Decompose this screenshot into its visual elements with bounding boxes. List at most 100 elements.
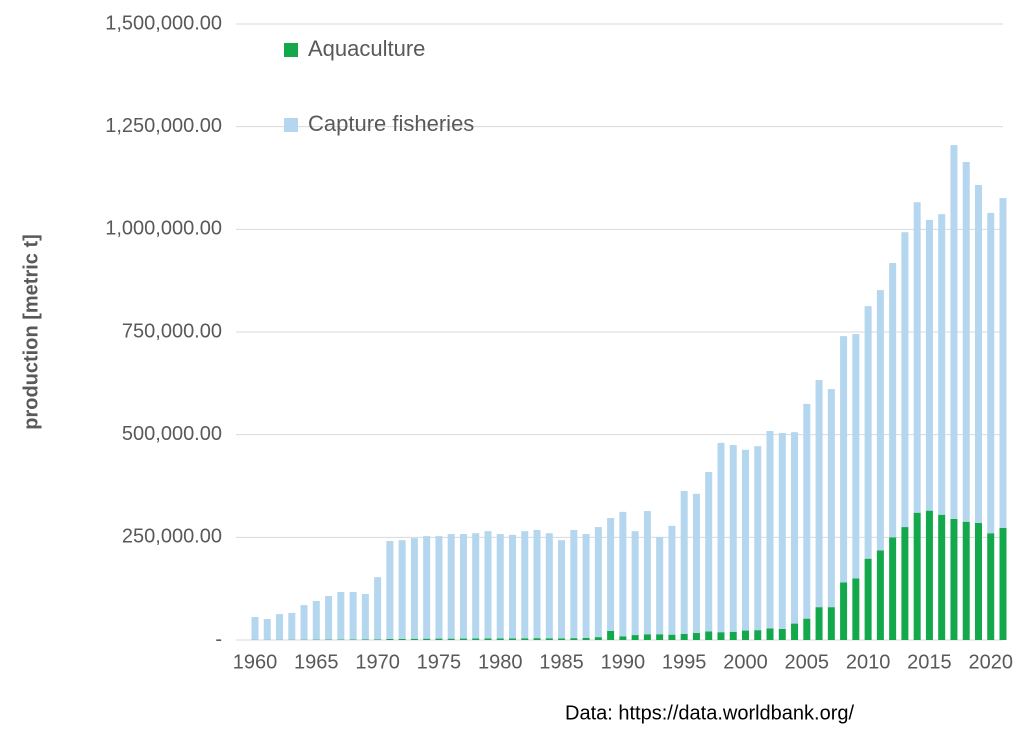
bar-segment <box>827 389 835 608</box>
bar-segment <box>852 334 860 579</box>
bar-segment <box>619 636 627 640</box>
y-tick-label: 250,000.00 <box>122 526 222 548</box>
bar-segment <box>398 540 406 639</box>
bar-segment <box>643 511 651 635</box>
y-tick-label: 1,000,000.00 <box>105 218 222 240</box>
x-tick-label: 2000 <box>723 651 768 673</box>
bar-segment <box>472 638 480 640</box>
bar-segment <box>840 336 848 583</box>
bar-segment <box>827 607 835 640</box>
x-tick-label: 1980 <box>478 651 523 673</box>
bar-segment <box>558 540 566 639</box>
bar-segment <box>607 518 615 631</box>
bar-segment <box>533 638 541 640</box>
bar-segment <box>913 512 921 640</box>
bar-segment <box>889 263 897 538</box>
bar-segment <box>815 380 823 608</box>
y-tick-label: 750,000.00 <box>122 320 222 342</box>
bar-segment <box>312 600 320 640</box>
bar-segment <box>643 634 651 640</box>
bar-segment <box>447 638 455 640</box>
bar-segment <box>558 638 566 640</box>
bar-segment <box>607 630 615 640</box>
bar-segment <box>423 638 431 640</box>
legend-swatch <box>284 118 298 132</box>
bar-segment <box>582 534 590 638</box>
bar-segment <box>656 634 664 640</box>
bar-segment <box>496 638 504 640</box>
y-tick-label: 500,000.00 <box>122 423 222 445</box>
y-tick-label: - <box>215 628 222 650</box>
bar-segment <box>778 433 786 629</box>
bar-segment <box>680 633 688 640</box>
bar-segment <box>484 531 492 639</box>
bar-segment <box>987 533 995 640</box>
bar-segment <box>337 591 345 640</box>
bar-segment <box>938 214 946 515</box>
bar-segment <box>668 525 676 635</box>
bar-segment <box>459 638 467 640</box>
bar-segment <box>705 472 713 632</box>
x-tick-label: 1960 <box>233 651 278 673</box>
bar-segment <box>374 577 382 640</box>
bar-segment <box>263 619 271 640</box>
bar-segment <box>545 533 553 639</box>
bar-segment <box>521 638 529 640</box>
x-tick-label: 1965 <box>294 651 339 673</box>
x-tick-label: 1975 <box>417 651 462 673</box>
bar-segment <box>521 531 529 639</box>
bar-segment <box>435 638 443 640</box>
bar-segment <box>889 537 897 640</box>
bar-segment <box>692 493 700 634</box>
bar-segment <box>864 306 872 559</box>
bar-segment <box>472 533 480 639</box>
bar-segment <box>925 510 933 640</box>
bar-segment <box>803 403 811 619</box>
bar-segment <box>509 534 517 639</box>
bar-segment <box>509 638 517 640</box>
bar-segment <box>276 614 284 640</box>
x-tick-label: 2020 <box>968 651 1013 673</box>
y-axis-label: production [metric t] <box>20 234 42 430</box>
bar-segment <box>398 638 406 640</box>
bar-segment <box>815 607 823 640</box>
bar-segment <box>766 628 774 640</box>
bar-segment <box>594 637 602 640</box>
bar-segment <box>729 631 737 640</box>
bar-segment <box>447 534 455 639</box>
bar-segment <box>901 232 909 528</box>
y-tick-label: 1,250,000.00 <box>105 115 222 137</box>
bar-segment <box>631 635 639 640</box>
bar-segment <box>386 638 394 640</box>
bar-segment <box>852 578 860 640</box>
bar-segment <box>484 638 492 640</box>
x-tick-label: 1970 <box>355 651 400 673</box>
x-tick-label: 1990 <box>601 651 646 673</box>
bar-segment <box>656 536 664 635</box>
bar-segment <box>717 442 725 633</box>
bar-segment <box>974 184 982 523</box>
bar-segment <box>705 631 713 640</box>
bar-segment <box>913 202 921 513</box>
bar-segment <box>766 430 774 629</box>
source-note: Data: https://data.worldbank.org/ <box>565 702 854 724</box>
bar-segment <box>374 639 382 640</box>
bar-segment <box>754 630 762 640</box>
bar-segment <box>410 638 418 640</box>
bar-segment <box>570 529 578 639</box>
bar-segment <box>741 630 749 640</box>
bar-segment <box>300 605 308 640</box>
legend-label: Aquaculture <box>308 36 425 61</box>
bar-segment <box>619 511 627 637</box>
bar-segment <box>668 634 676 640</box>
bar-segment <box>435 536 443 639</box>
bar-segment <box>754 446 762 631</box>
bar-segment <box>570 638 578 640</box>
bar-segment <box>423 536 431 639</box>
bar-segment <box>974 522 982 640</box>
y-tick-label: 1,500,000.00 <box>105 12 222 34</box>
bar-segment <box>791 432 799 624</box>
legend-swatch <box>284 43 298 57</box>
bar-segment <box>925 219 933 511</box>
